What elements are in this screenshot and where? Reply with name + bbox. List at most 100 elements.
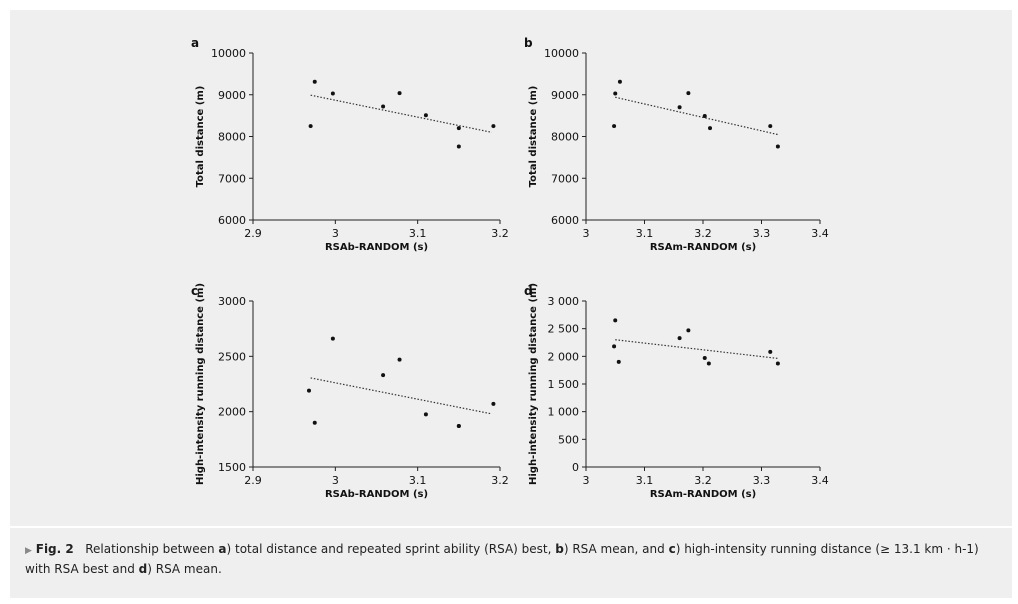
- trendline-d: [615, 339, 780, 360]
- data-point-a: [491, 124, 496, 129]
- y-tick-label-c: 2000: [218, 406, 246, 419]
- caption-text-2: ) total distance and repeated sprint abi…: [226, 542, 556, 556]
- data-point-b: [775, 144, 780, 149]
- x-tick-label-d: 3.1: [636, 474, 654, 487]
- y-tick-label-c: 2500: [218, 350, 246, 363]
- y-tick-label-c: 1500: [218, 461, 246, 474]
- x-tick-label-d: 3: [583, 474, 590, 487]
- caption-text-1: Relationship between: [85, 542, 219, 556]
- data-point-a: [423, 113, 428, 118]
- data-point-b: [677, 105, 682, 110]
- y-tick-label-a: 9000: [218, 89, 246, 102]
- data-point-d: [768, 349, 773, 354]
- data-point-b: [768, 124, 773, 129]
- data-point-a: [308, 124, 313, 129]
- data-point-d: [686, 328, 691, 333]
- x-tick-label-b: 3.2: [694, 227, 712, 240]
- caption-ref-d: d: [138, 562, 148, 576]
- trendline-a: [310, 94, 492, 133]
- x-tick-label-b: 3.4: [811, 227, 829, 240]
- data-point-d: [612, 344, 617, 349]
- data-point-b: [702, 114, 707, 119]
- y-tick-label-b: 9000: [551, 89, 579, 102]
- y-tick-label-d: 3 000: [548, 295, 580, 308]
- data-point-c: [381, 373, 386, 378]
- data-point-c: [306, 388, 311, 393]
- x-axis-title-c: RSAb-RANDOM (s): [325, 489, 428, 500]
- y-axis-title-a: Total distance (m): [195, 86, 206, 188]
- data-point-a: [456, 126, 461, 131]
- data-point-a: [381, 104, 386, 109]
- data-point-d: [677, 336, 682, 341]
- y-axis-title-d: High-intensity running distance (m): [528, 283, 539, 485]
- panel-label-a: a: [191, 36, 199, 50]
- caption-marker-icon: ▶: [25, 546, 32, 556]
- trendline-c: [310, 377, 492, 415]
- y-tick-label-d: 2 000: [548, 350, 580, 363]
- data-point-d: [616, 359, 621, 364]
- data-point-c: [456, 424, 461, 429]
- x-tick-label-d: 3.3: [753, 474, 771, 487]
- x-tick-label-a: 3: [332, 227, 339, 240]
- x-axis-title-a: RSAb-RANDOM (s): [325, 242, 428, 253]
- y-tick-label-d: 2 500: [548, 323, 580, 336]
- figure-charts: 6000 7000 8000 9000 10000 2.9 3 3.1 3.2 RSAb-RAND…: [191, 36, 829, 500]
- y-tick-label-d: 1 500: [548, 378, 580, 391]
- panel-label-c: c: [191, 284, 198, 298]
- panel-label-d: d: [524, 284, 533, 298]
- x-tick-label-c: 3: [332, 474, 339, 487]
- data-point-a: [456, 144, 461, 149]
- data-point-d: [613, 318, 618, 323]
- y-tick-label-d: 1 000: [548, 406, 580, 419]
- y-tick-label-d: 0: [572, 461, 579, 474]
- y-axis-title-c: High-intensity running distance (m): [195, 283, 206, 485]
- figure-caption: ▶ Fig. 2 Relationship between a) total d…: [25, 540, 985, 578]
- y-tick-label-d: 500: [558, 433, 579, 446]
- data-point-c: [423, 412, 428, 417]
- data-point-a: [312, 79, 317, 84]
- data-point-b: [613, 91, 618, 96]
- x-tick-label-b: 3.3: [753, 227, 771, 240]
- x-tick-label-c: 3.1: [409, 474, 427, 487]
- y-tick-label-a: 8000: [218, 131, 246, 144]
- x-tick-label-b: 3: [583, 227, 590, 240]
- caption-text-5: ) RSA mean.: [147, 562, 222, 576]
- data-point-c: [312, 420, 317, 425]
- y-tick-label-a: 10000: [211, 47, 246, 60]
- x-axis-title-d: RSAm-RANDOM (s): [650, 489, 756, 500]
- x-tick-label-a: 2.9: [244, 227, 262, 240]
- panel-label-b: b: [524, 36, 533, 50]
- y-tick-label-a: 6000: [218, 214, 246, 227]
- x-tick-label-a: 3.1: [409, 227, 427, 240]
- data-point-c: [397, 357, 402, 362]
- data-point-b: [708, 126, 713, 131]
- y-tick-label-b: 8000: [551, 131, 579, 144]
- caption-ref-a: a: [218, 542, 227, 556]
- y-axis-title-b: Total distance (m): [528, 86, 539, 188]
- data-point-c: [330, 336, 335, 341]
- x-tick-label-b: 3.1: [636, 227, 654, 240]
- x-tick-label-d: 3.2: [694, 474, 712, 487]
- data-point-a: [397, 91, 402, 96]
- figure-panel: 6000 7000 8000 9000 10000 2.9 3 3.1 3.2 RSAb-RAND…: [10, 10, 1012, 526]
- data-point-d: [702, 355, 707, 360]
- x-tick-label-d: 3.4: [811, 474, 829, 487]
- x-tick-label-c: 2.9: [244, 474, 262, 487]
- trendline-b: [615, 96, 780, 136]
- x-axis-title-b: RSAm-RANDOM (s): [650, 242, 756, 253]
- caption-text-3: ) RSA mean, and: [563, 542, 669, 556]
- data-point-b: [617, 79, 622, 84]
- y-tick-label-b: 10000: [544, 47, 579, 60]
- caption-panel: ▶ Fig. 2 Relationship between a) total d…: [10, 528, 1012, 598]
- y-tick-label-a: 7000: [218, 172, 246, 185]
- data-point-c: [491, 401, 496, 406]
- data-point-d: [706, 361, 711, 366]
- data-point-b: [686, 91, 691, 96]
- y-tick-label-b: 6000: [551, 214, 579, 227]
- data-point-d: [775, 361, 780, 366]
- figure-label: Fig. 2: [35, 542, 74, 556]
- x-tick-label-a: 3.2: [491, 227, 509, 240]
- y-tick-label-b: 7000: [551, 172, 579, 185]
- x-tick-label-c: 3.2: [491, 474, 509, 487]
- data-point-a: [330, 91, 335, 96]
